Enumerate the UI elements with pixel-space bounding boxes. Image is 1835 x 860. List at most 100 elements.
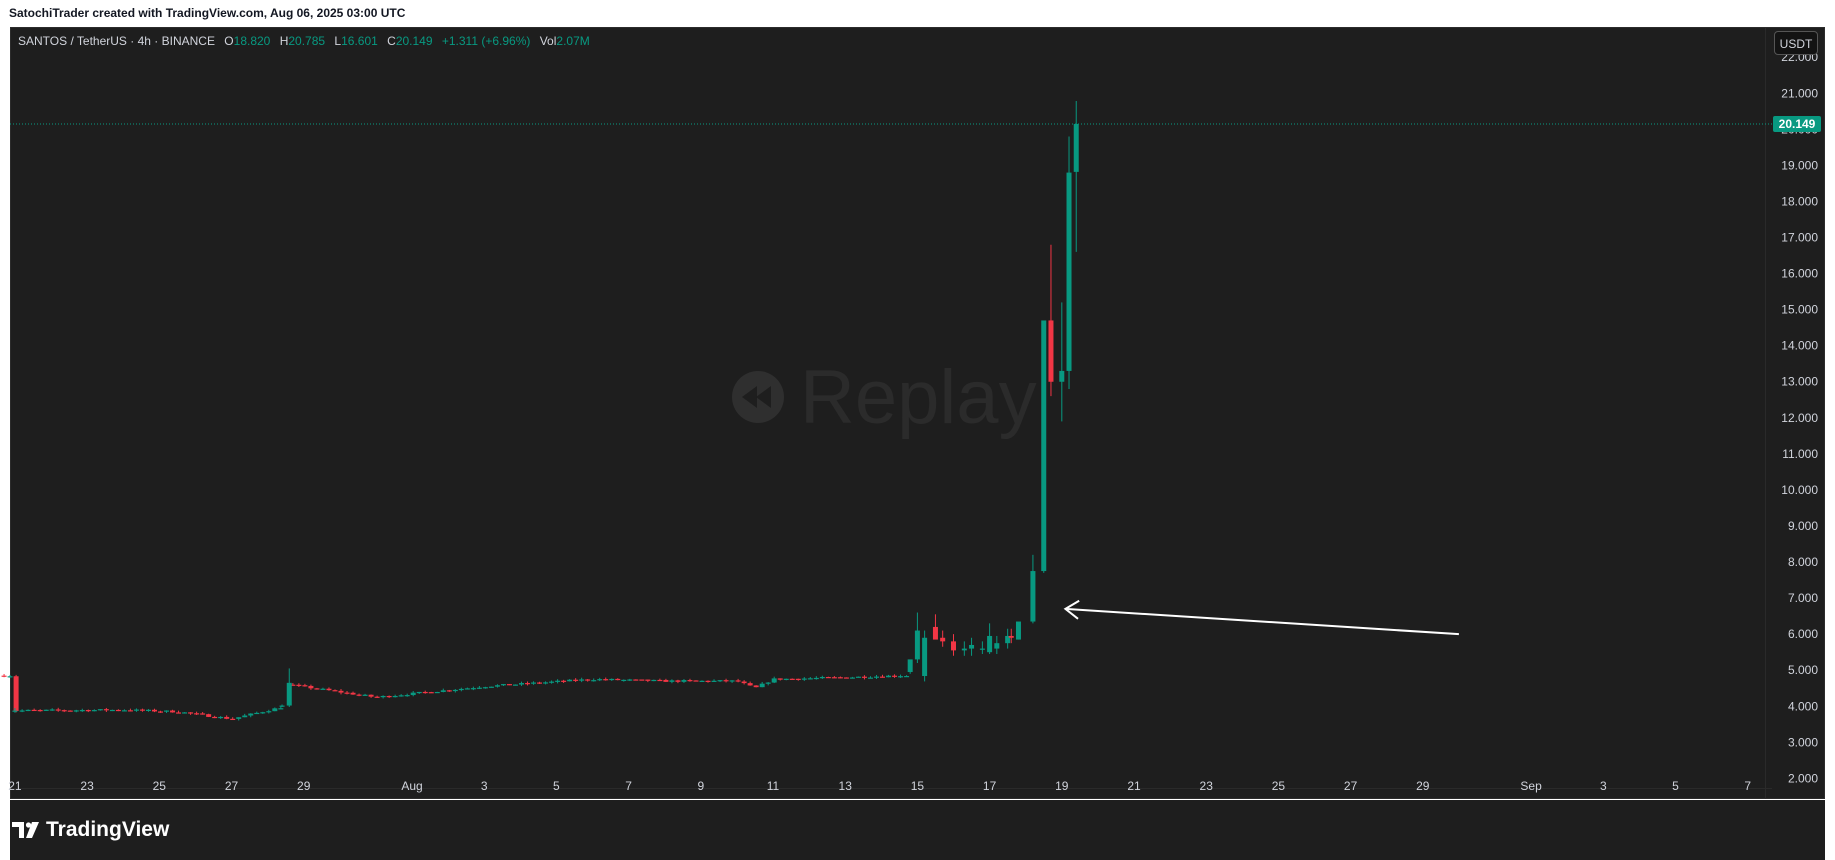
price-tick-label: 12.000 (1781, 411, 1818, 425)
candle-body (139, 709, 145, 711)
candle-body (12, 710, 18, 712)
candle-body (537, 682, 543, 684)
ohlc-legend: SANTOS / TetherUS · 4h · BINANCE O18.820… (18, 34, 590, 48)
close-label: C (387, 34, 396, 48)
last-price-label: 20.149 (1779, 117, 1816, 131)
candle-body (260, 712, 266, 714)
candle-body (182, 712, 188, 714)
candle-body (500, 684, 506, 686)
candle-body (410, 692, 416, 696)
candle-body (861, 676, 867, 678)
candle-body (386, 695, 392, 698)
candle-body (7, 676, 13, 678)
candle-body (296, 684, 302, 686)
candle-body (164, 710, 170, 712)
candles (1, 101, 1079, 721)
candle-body (735, 680, 741, 682)
candle-body (170, 710, 176, 713)
candle-body (825, 676, 831, 679)
candle-body (961, 648, 967, 651)
candle-body (621, 679, 627, 682)
candle-body (194, 713, 200, 715)
time-tick-label: 21 (1127, 779, 1141, 793)
candle-body (789, 678, 795, 680)
candle-body (1048, 320, 1054, 382)
time-tick-label: 21 (8, 779, 22, 793)
price-tick-label: 21.000 (1781, 86, 1818, 100)
high-value: 20.785 (288, 34, 326, 48)
candle-body (290, 684, 296, 686)
candle-body (97, 709, 103, 711)
time-tick-label: 7 (625, 779, 632, 793)
candle-body (1030, 571, 1036, 622)
time-tick-label: 3 (1600, 779, 1607, 793)
candle-body (115, 709, 121, 712)
price-tick-label: 7.000 (1788, 591, 1818, 605)
watermark: Replay (732, 355, 1037, 440)
volume-label: Vol (539, 34, 557, 48)
candle-body (494, 685, 500, 687)
candle-body (145, 709, 151, 711)
candle-body (482, 687, 488, 689)
candle-body (579, 679, 585, 681)
candle-body (994, 643, 1000, 649)
candle-body (236, 717, 242, 719)
candle-body (464, 688, 470, 690)
candle-body (831, 677, 837, 679)
candle-body (765, 682, 771, 684)
price-tick-label: 10.000 (1781, 483, 1818, 497)
candle-body (519, 683, 525, 685)
candle-body (91, 710, 97, 712)
candle-body (907, 659, 913, 673)
candle-body (344, 692, 350, 694)
candle-body (512, 684, 518, 686)
tradingview-logo[interactable]: TradingView (12, 818, 169, 842)
candle-body (892, 675, 898, 677)
symbol-label[interactable]: SANTOS / TetherUS · 4h · BINANCE (18, 34, 215, 48)
price-tick-label: 14.000 (1781, 339, 1818, 353)
price-tick-label: 11.000 (1782, 447, 1818, 461)
time-tick-label: 13 (839, 779, 853, 793)
price-tick-label: 5.000 (1788, 663, 1818, 677)
candle-body (699, 680, 705, 682)
candle-body (476, 687, 482, 689)
currency-button[interactable]: USDT (1774, 31, 1818, 55)
chart-pane[interactable] (10, 27, 1825, 799)
candle-body (801, 678, 807, 680)
time-tick-label: 27 (1344, 779, 1358, 793)
candle-body (85, 710, 91, 712)
candle-body (729, 680, 735, 682)
candle-body (645, 679, 651, 681)
price-tick-label: 17.000 (1781, 231, 1818, 245)
candle-body (206, 714, 212, 717)
time-tick-label: 5 (553, 779, 560, 793)
open-value: 18.820 (233, 34, 271, 48)
price-tick-label: 8.000 (1788, 555, 1818, 569)
candle-body (452, 689, 458, 692)
candle-body (398, 695, 404, 697)
time-tick-label: 5 (1672, 779, 1679, 793)
candle-body (771, 678, 777, 683)
candle-body (67, 710, 73, 712)
candle-body (753, 685, 759, 688)
candle-body (904, 676, 910, 678)
candle-body (987, 635, 993, 653)
candle-body (43, 709, 49, 711)
candle-body (657, 679, 663, 682)
price-tick-label: 18.000 (1781, 194, 1818, 208)
time-tick-label: Sep (1520, 779, 1542, 793)
price-tick-label: 13.000 (1781, 375, 1818, 389)
candle-body (434, 691, 440, 694)
candle-body (681, 680, 687, 682)
candle-body (61, 710, 67, 712)
close-value: 20.149 (395, 34, 433, 48)
candle-body (711, 680, 717, 682)
candle-body (615, 678, 621, 681)
price-tick-label: 2.000 (1788, 771, 1818, 785)
candle-body (314, 688, 320, 690)
candle-body (591, 680, 597, 682)
candle-body (332, 690, 338, 692)
candle-body (158, 711, 164, 713)
candle-body (573, 679, 579, 681)
